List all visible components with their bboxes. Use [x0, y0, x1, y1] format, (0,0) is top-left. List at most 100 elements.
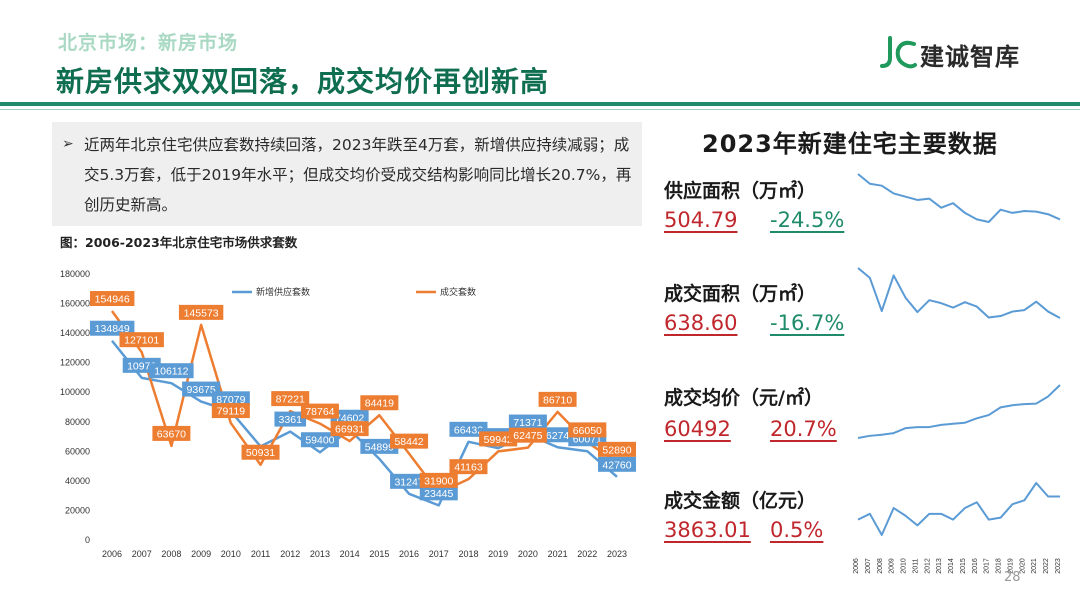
data-label-box — [390, 433, 429, 449]
x-tick-label: 2016 — [399, 549, 419, 559]
x-tick-label: 2012 — [280, 549, 300, 559]
metric-supply-area-label: 供应面积（万㎡） — [664, 180, 817, 202]
data-label: 31900 — [424, 475, 453, 487]
summary-box: ➢ 近两年北京住宅供应套数持续回落，2023年跌至4万套，新增供应持续减弱；成交… — [52, 122, 642, 226]
metric-deal-amount-label: 成交金额（亿元） — [664, 490, 817, 512]
data-label: 3361 — [279, 414, 303, 426]
data-label-box — [449, 421, 488, 437]
data-label: 23445 — [424, 488, 453, 500]
data-label: 79119 — [217, 406, 246, 418]
data-label: 31247 — [394, 476, 423, 488]
metric-supply-area-value: 504.79 — [664, 208, 738, 232]
sparkline-x-tick: 2012 — [924, 558, 931, 574]
data-label-box — [508, 414, 547, 430]
x-tick-label: 2021 — [548, 549, 568, 559]
sparkline-x-tick: 2023 — [1055, 558, 1062, 574]
metric-deal-amount-change: 0.5% — [770, 518, 824, 542]
sparkline-x-tick: 2008 — [877, 558, 884, 574]
data-label: 84419 — [365, 398, 394, 410]
jc-logo-mark-icon — [880, 36, 917, 69]
x-tick-label: 2009 — [191, 549, 211, 559]
metric-supply-area-change: -24.5% — [770, 208, 845, 232]
header-divider-thin — [0, 109, 1080, 110]
data-label: 41163 — [454, 462, 483, 474]
arrow-bullet-icon: ➢ — [62, 136, 74, 152]
summary-text: 近两年北京住宅供应套数持续回落，2023年跌至4万套，新增供应持续减弱；成交5.… — [84, 136, 632, 214]
data-label-box — [182, 381, 221, 397]
data-label: 66050 — [573, 425, 602, 437]
legend-label: 新增供应套数 — [256, 286, 310, 298]
metric-deal-area-value: 638.60 — [664, 311, 738, 335]
data-label: 10973 — [127, 360, 156, 372]
sparkline-x-tick: 2021 — [1031, 558, 1038, 574]
data-label: 87221 — [276, 394, 305, 406]
supply-demand-chart: 0 20000 40000 60000 80000 100000 120000 140000 1… — [60, 269, 636, 559]
data-label-box — [274, 411, 307, 427]
sparkline-x-tick: 2018 — [996, 558, 1003, 574]
y-tick-label: 160000 — [60, 299, 90, 309]
data-label-box — [330, 421, 369, 437]
y-tick-label: 120000 — [60, 358, 90, 368]
data-label-box — [390, 473, 429, 489]
data-label-box — [90, 320, 135, 336]
x-tick-label: 2020 — [518, 549, 538, 559]
x-tick-label: 2006 — [102, 549, 122, 559]
data-label: 63670 — [157, 428, 186, 440]
header-divider — [0, 102, 1080, 106]
data-label-box — [300, 432, 339, 448]
data-label-box — [178, 304, 224, 320]
sparkline-x-tick: 2022 — [1043, 558, 1050, 574]
data-label-box — [598, 441, 636, 457]
data-label-box — [330, 409, 369, 425]
x-tick-label: 2018 — [458, 549, 478, 559]
metric-deal-area-label: 成交面积（万㎡） — [664, 283, 817, 305]
data-label: 145573 — [184, 307, 219, 319]
data-label: 54899 — [365, 441, 394, 453]
data-label: 6274 — [546, 430, 570, 442]
metric-deal-amount-value: 3863.01 — [664, 518, 751, 542]
data-label: 58442 — [394, 436, 423, 448]
metric-avg-price-change: 20.7% — [770, 417, 837, 441]
data-label: 78764 — [305, 406, 334, 418]
slide-title: 新房供求双双回落，成交均价再创新高 — [56, 65, 550, 98]
data-label: 127101 — [124, 335, 159, 347]
sparkline-x-tick: 2017 — [984, 558, 991, 574]
sparkline-x-tick: 2009 — [889, 558, 896, 574]
data-label: 42760 — [602, 459, 631, 471]
y-tick-label: 20000 — [65, 505, 90, 515]
x-tick-label: 2013 — [310, 549, 330, 559]
y-tick-label: 60000 — [65, 446, 90, 456]
sparkline-x-tick: 2014 — [948, 558, 955, 574]
brand-logo: 建诚智库 — [878, 36, 1020, 72]
x-tick-label: 2015 — [369, 549, 389, 559]
sparkline-x-tick: 2013 — [936, 558, 943, 574]
sparkline-x-tick: 2011 — [912, 558, 919, 573]
data-label-box — [508, 427, 547, 443]
y-tick-label: 100000 — [60, 387, 90, 397]
data-label-box — [360, 395, 399, 411]
data-label: 52890 — [602, 444, 631, 456]
data-label-box — [419, 485, 458, 501]
data-label-box — [479, 431, 518, 447]
data-label-box — [90, 291, 135, 307]
sparkline-x-tick: 2007 — [865, 558, 872, 574]
x-tick-label: 2011 — [251, 549, 270, 559]
metric-avg-price-value: 60492 — [664, 417, 731, 441]
data-label: 93675 — [187, 384, 216, 396]
x-tick-label: 2007 — [132, 549, 152, 559]
right-panel-title: 2023年新建住宅主要数据 — [702, 130, 998, 158]
x-tick-label: 2014 — [340, 549, 360, 559]
data-label-box — [119, 332, 164, 348]
sparkline-series — [857, 267, 1061, 319]
page-number: 28 — [1004, 570, 1021, 585]
data-label-box — [211, 403, 250, 419]
data-label: 106112 — [154, 366, 188, 378]
chart-caption: 图：2006-2023年北京住宅市场供求套数 — [60, 235, 298, 250]
data-label: 59400 — [305, 435, 334, 447]
metric-avg-price-label: 成交均价（元/㎡） — [664, 387, 823, 409]
data-label-box — [360, 438, 399, 454]
data-label-box — [449, 459, 488, 475]
x-tick-label: 2019 — [488, 549, 508, 559]
brand-name: 建诚智库 — [920, 42, 1020, 71]
data-label-box — [241, 444, 280, 460]
